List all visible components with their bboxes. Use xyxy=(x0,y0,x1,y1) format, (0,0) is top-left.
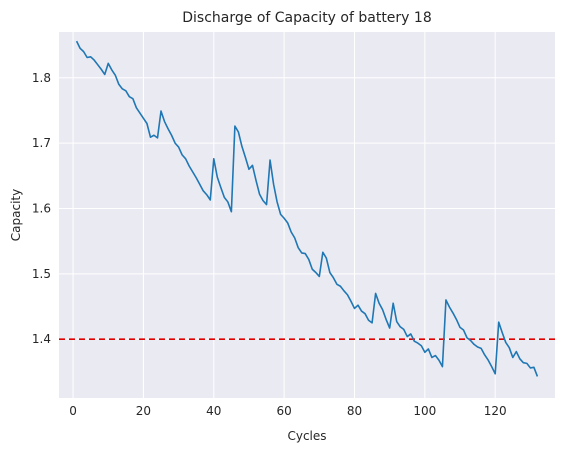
y-tick-label: 1.7 xyxy=(32,136,51,150)
y-tick-label: 1.8 xyxy=(32,71,51,85)
x-tick-label: 100 xyxy=(413,404,436,418)
x-tick-label: 0 xyxy=(69,404,77,418)
plot-area xyxy=(59,32,555,398)
x-tick-label: 80 xyxy=(347,404,362,418)
y-axis-label: Capacity xyxy=(9,189,23,241)
y-tick-label: 1.4 xyxy=(32,332,51,346)
chart-title: Discharge of Capacity of battery 18 xyxy=(182,10,431,26)
x-tick-label: 60 xyxy=(276,404,291,418)
x-tick-label: 120 xyxy=(484,404,507,418)
x-tick-label: 20 xyxy=(136,404,151,418)
x-axis-label: Cycles xyxy=(287,429,326,443)
x-tick-label: 40 xyxy=(206,404,221,418)
y-tick-label: 1.6 xyxy=(32,201,51,215)
y-tick-label: 1.5 xyxy=(32,267,51,281)
